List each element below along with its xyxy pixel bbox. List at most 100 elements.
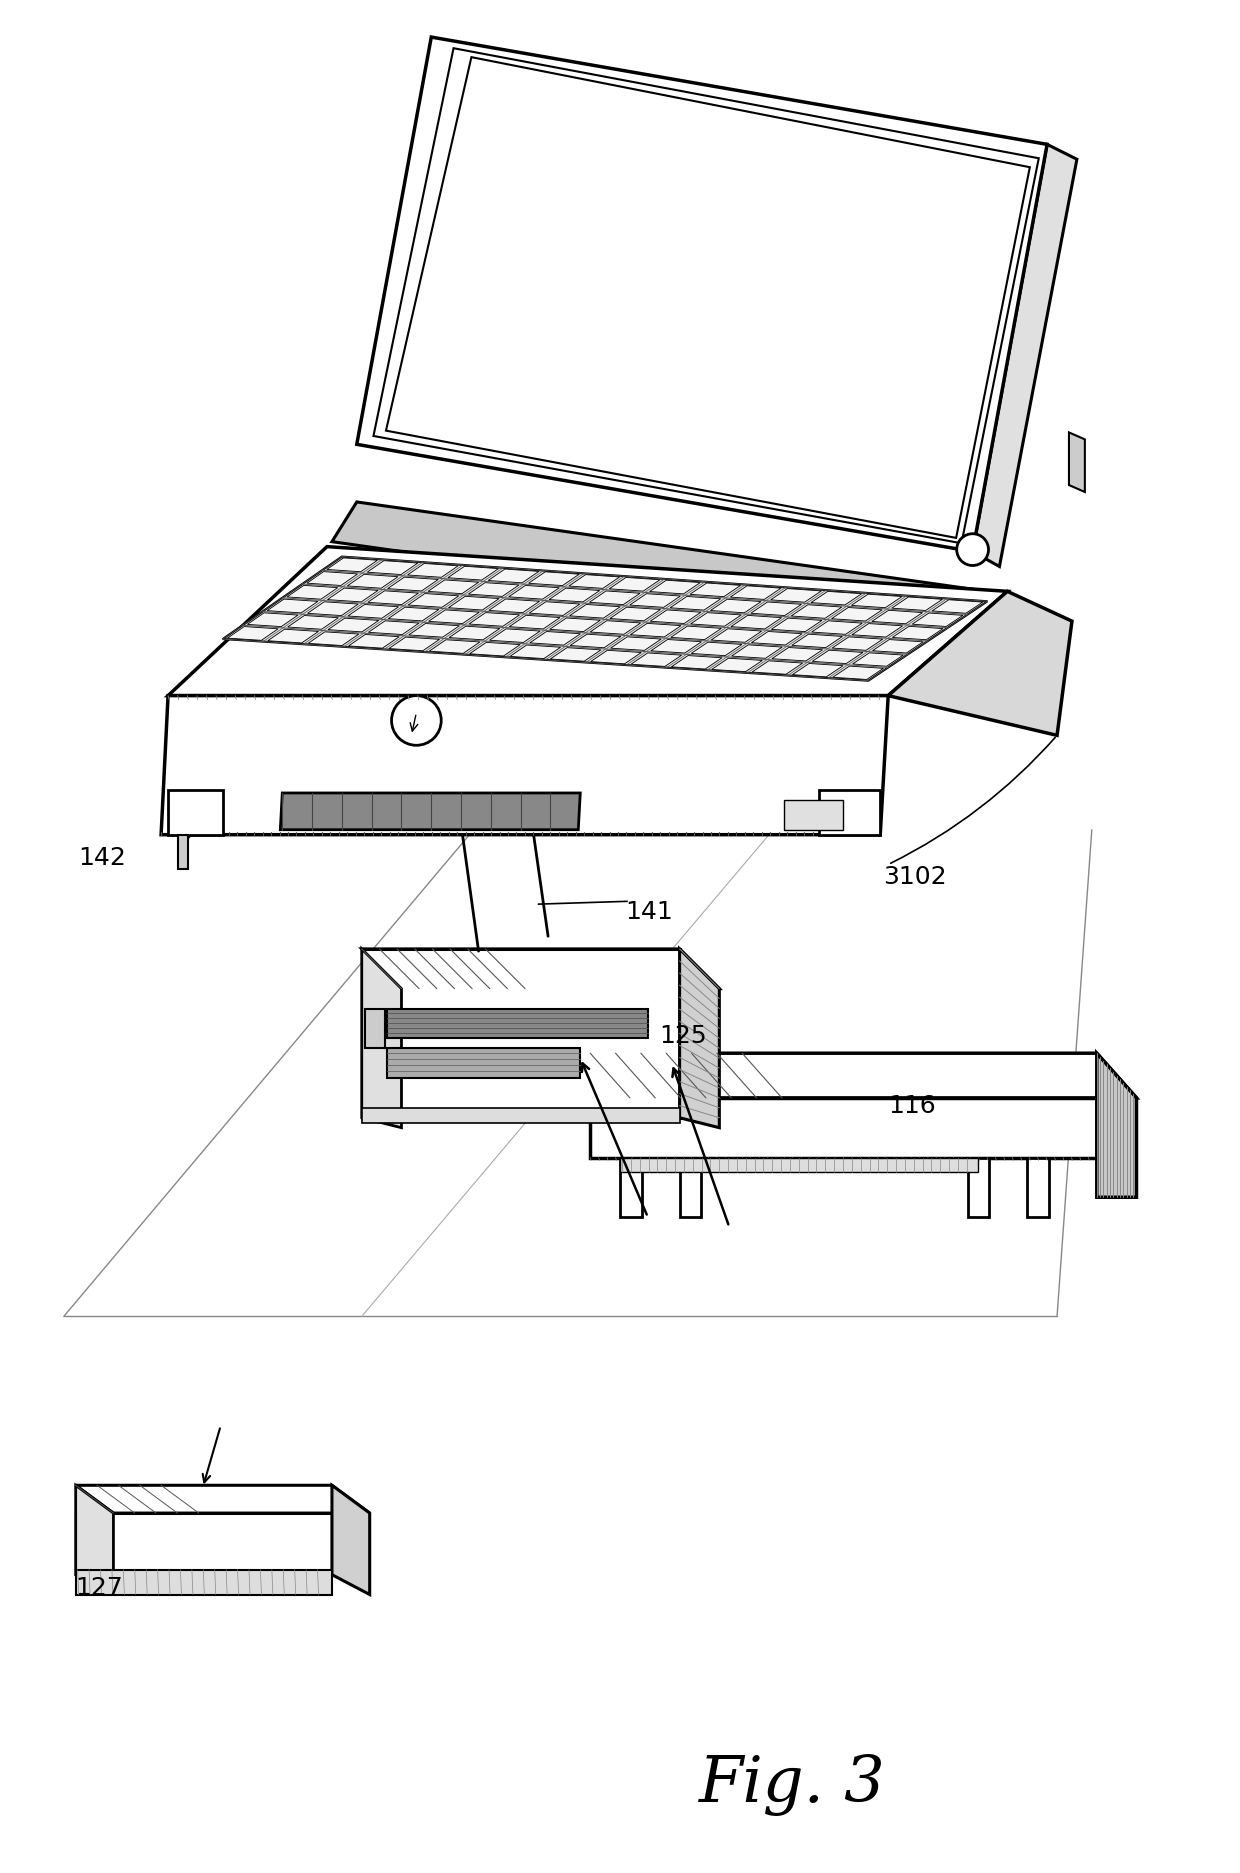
- Polygon shape: [409, 624, 459, 639]
- Polygon shape: [651, 641, 702, 654]
- Polygon shape: [508, 586, 559, 599]
- Polygon shape: [791, 605, 842, 618]
- Polygon shape: [631, 654, 682, 667]
- Polygon shape: [893, 627, 942, 641]
- Polygon shape: [489, 569, 539, 584]
- Polygon shape: [967, 1158, 990, 1217]
- Polygon shape: [169, 547, 1007, 697]
- Polygon shape: [179, 835, 188, 869]
- Polygon shape: [362, 950, 719, 989]
- Polygon shape: [268, 629, 319, 644]
- Polygon shape: [730, 586, 781, 599]
- Polygon shape: [620, 1158, 977, 1172]
- Polygon shape: [268, 599, 317, 614]
- Polygon shape: [449, 597, 498, 611]
- Polygon shape: [1069, 433, 1085, 493]
- Polygon shape: [913, 614, 962, 627]
- Polygon shape: [590, 1054, 1137, 1098]
- Polygon shape: [347, 575, 398, 588]
- Polygon shape: [680, 950, 719, 1128]
- Polygon shape: [811, 592, 862, 605]
- Polygon shape: [227, 627, 278, 641]
- Polygon shape: [771, 590, 821, 603]
- Polygon shape: [751, 633, 802, 646]
- Polygon shape: [691, 642, 742, 656]
- Polygon shape: [852, 624, 903, 637]
- Polygon shape: [853, 654, 903, 667]
- Text: 116: 116: [888, 1094, 936, 1118]
- Polygon shape: [329, 618, 378, 633]
- Polygon shape: [288, 616, 339, 629]
- Polygon shape: [691, 612, 742, 627]
- Polygon shape: [590, 622, 641, 635]
- Polygon shape: [1096, 1054, 1137, 1197]
- Polygon shape: [332, 502, 987, 631]
- Polygon shape: [161, 697, 888, 835]
- Polygon shape: [362, 950, 402, 1128]
- Polygon shape: [357, 37, 1047, 553]
- Text: 3102: 3102: [883, 865, 947, 890]
- Polygon shape: [932, 601, 982, 614]
- Polygon shape: [610, 637, 661, 652]
- Polygon shape: [408, 564, 458, 579]
- Polygon shape: [386, 58, 1030, 539]
- Polygon shape: [711, 599, 761, 614]
- Polygon shape: [569, 605, 620, 618]
- Polygon shape: [680, 1158, 702, 1217]
- Polygon shape: [812, 622, 862, 635]
- Polygon shape: [309, 633, 358, 646]
- Polygon shape: [470, 642, 521, 657]
- Polygon shape: [771, 618, 822, 633]
- Polygon shape: [589, 592, 640, 605]
- Polygon shape: [730, 616, 781, 629]
- Polygon shape: [529, 633, 580, 646]
- Polygon shape: [833, 667, 883, 680]
- Circle shape: [957, 534, 988, 566]
- Polygon shape: [712, 659, 763, 672]
- Polygon shape: [792, 665, 843, 678]
- Polygon shape: [362, 950, 680, 1118]
- Text: 142: 142: [78, 845, 126, 869]
- Polygon shape: [529, 603, 580, 616]
- Polygon shape: [570, 635, 621, 648]
- Polygon shape: [873, 641, 923, 654]
- Polygon shape: [469, 612, 520, 627]
- Polygon shape: [348, 605, 398, 618]
- Polygon shape: [784, 800, 843, 830]
- Polygon shape: [387, 1049, 580, 1079]
- Polygon shape: [630, 624, 681, 637]
- Polygon shape: [448, 568, 498, 581]
- Text: 141: 141: [625, 899, 673, 923]
- Polygon shape: [280, 794, 580, 830]
- Polygon shape: [367, 562, 418, 575]
- Text: 125: 125: [660, 1025, 707, 1047]
- Polygon shape: [489, 599, 539, 612]
- Polygon shape: [327, 588, 378, 603]
- Polygon shape: [388, 609, 439, 622]
- Polygon shape: [362, 1109, 680, 1124]
- Polygon shape: [590, 652, 641, 665]
- Polygon shape: [630, 594, 681, 609]
- Polygon shape: [510, 616, 560, 629]
- Polygon shape: [365, 1010, 384, 1049]
- Polygon shape: [428, 581, 479, 594]
- Polygon shape: [332, 1485, 370, 1594]
- Polygon shape: [368, 592, 418, 605]
- Polygon shape: [549, 588, 600, 603]
- Polygon shape: [247, 614, 298, 627]
- Circle shape: [392, 697, 441, 745]
- Polygon shape: [510, 646, 560, 659]
- Polygon shape: [408, 594, 459, 609]
- Polygon shape: [308, 603, 358, 616]
- Polygon shape: [590, 1098, 1096, 1158]
- Polygon shape: [852, 596, 901, 609]
- Polygon shape: [223, 558, 987, 682]
- Polygon shape: [732, 646, 782, 659]
- Polygon shape: [753, 661, 802, 674]
- Polygon shape: [569, 575, 620, 588]
- Polygon shape: [670, 597, 720, 611]
- Polygon shape: [373, 49, 1039, 543]
- Polygon shape: [609, 579, 660, 592]
- Polygon shape: [449, 627, 500, 641]
- Polygon shape: [388, 579, 438, 592]
